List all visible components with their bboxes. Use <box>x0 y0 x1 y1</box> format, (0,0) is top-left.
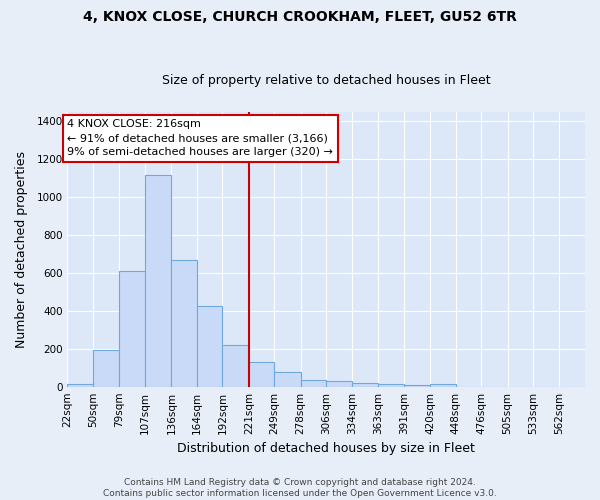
Bar <box>145 176 172 386</box>
Text: 4 KNOX CLOSE: 216sqm
← 91% of detached houses are smaller (3,166)
9% of semi-det: 4 KNOX CLOSE: 216sqm ← 91% of detached h… <box>67 120 334 158</box>
Bar <box>404 385 430 386</box>
Bar <box>430 384 455 386</box>
Bar <box>301 380 326 386</box>
Bar <box>67 384 93 386</box>
Bar <box>352 384 378 386</box>
Bar <box>197 306 223 386</box>
Title: Size of property relative to detached houses in Fleet: Size of property relative to detached ho… <box>162 74 491 87</box>
Bar <box>223 346 249 387</box>
Bar <box>93 350 119 387</box>
Text: Contains HM Land Registry data © Crown copyright and database right 2024.
Contai: Contains HM Land Registry data © Crown c… <box>103 478 497 498</box>
Bar <box>119 270 145 386</box>
Bar <box>249 362 274 386</box>
Y-axis label: Number of detached properties: Number of detached properties <box>15 150 28 348</box>
Bar <box>378 384 404 386</box>
Text: 4, KNOX CLOSE, CHURCH CROOKHAM, FLEET, GU52 6TR: 4, KNOX CLOSE, CHURCH CROOKHAM, FLEET, G… <box>83 10 517 24</box>
Bar <box>326 380 352 386</box>
X-axis label: Distribution of detached houses by size in Fleet: Distribution of detached houses by size … <box>177 442 475 455</box>
Bar <box>274 372 301 386</box>
Bar <box>172 260 197 386</box>
